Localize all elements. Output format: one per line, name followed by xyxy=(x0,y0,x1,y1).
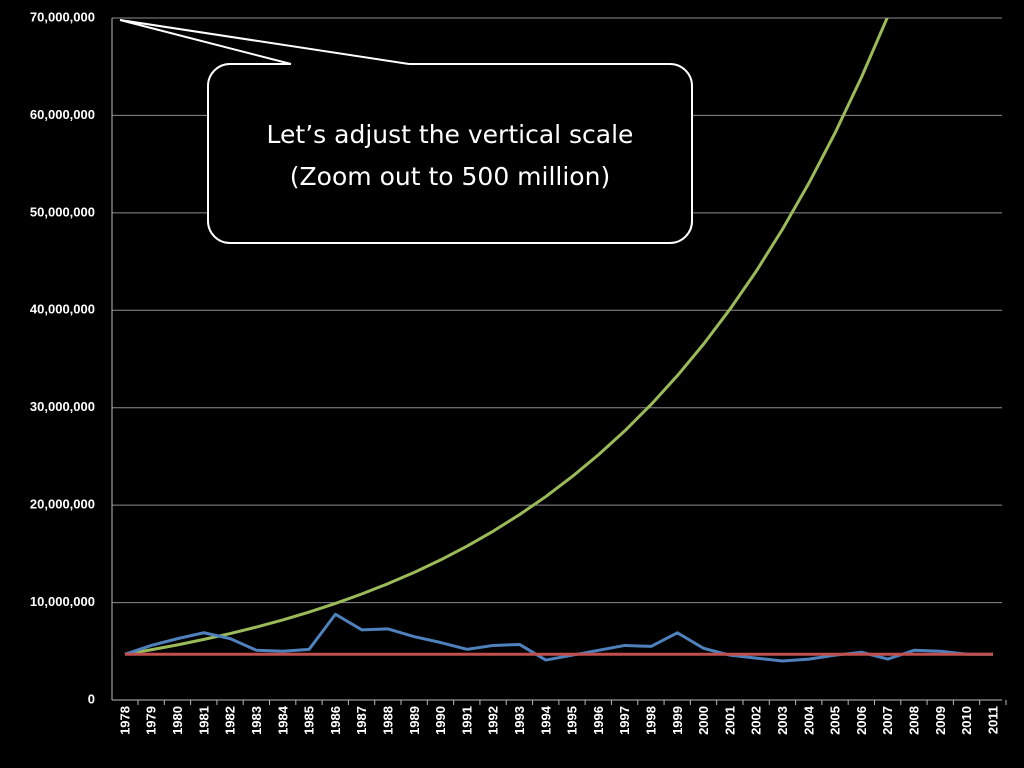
x-tick-label: 2007 xyxy=(880,706,895,735)
x-tick-label: 2004 xyxy=(801,705,816,735)
x-tick-label: 1986 xyxy=(328,706,343,735)
x-tick-label: 1991 xyxy=(459,706,474,735)
x-tick-label: 1988 xyxy=(380,706,395,735)
x-tick-label: 1990 xyxy=(433,706,448,735)
y-tick-label: 10,000,000 xyxy=(30,594,95,609)
x-tick-label: 1997 xyxy=(617,706,632,735)
x-tick-label: 1994 xyxy=(538,705,553,735)
x-tick-label: 1996 xyxy=(591,706,606,735)
x-tick-label: 2011 xyxy=(985,706,1000,734)
callout-box xyxy=(207,63,693,244)
x-tick-label: 2000 xyxy=(696,706,711,735)
callout: Let’s adjust the vertical scale (Zoom ou… xyxy=(119,19,693,244)
y-tick-label: 0 xyxy=(88,691,95,706)
x-tick-label: 1981 xyxy=(196,706,211,735)
x-tick-label: 1978 xyxy=(117,706,132,735)
x-tick-label: 1987 xyxy=(354,706,369,735)
x-tick-label: 1995 xyxy=(565,706,580,735)
x-tick-label: 1983 xyxy=(249,706,264,735)
x-tick-label: 2006 xyxy=(854,706,869,735)
x-tick-label: 1984 xyxy=(275,705,290,735)
x-tick-label: 2010 xyxy=(959,706,974,735)
x-tick-label: 1982 xyxy=(223,706,238,735)
x-tick-label: 1989 xyxy=(407,706,422,735)
x-tick-label: 2003 xyxy=(775,706,790,735)
x-tick-label: 1992 xyxy=(486,706,501,735)
y-tick-label: 60,000,000 xyxy=(30,107,95,122)
x-tick-label: 2008 xyxy=(907,706,922,735)
x-tick-label: 2002 xyxy=(749,706,764,735)
x-tick-label: 1998 xyxy=(643,706,658,735)
x-tick-label: 1993 xyxy=(512,706,527,735)
x-tick-label: 2001 xyxy=(722,706,737,735)
x-tick-label: 2009 xyxy=(933,706,948,735)
x-tick-label: 2005 xyxy=(828,706,843,735)
x-tick-label: 1979 xyxy=(144,706,159,735)
annotation: (Zoom out to 500 million) xyxy=(290,162,610,191)
y-tick-label: 70,000,000 xyxy=(30,9,95,24)
x-tick-label: 1980 xyxy=(170,706,185,735)
y-tick-label: 40,000,000 xyxy=(30,302,95,317)
callout-pointer xyxy=(119,19,410,65)
y-tick-label: 50,000,000 xyxy=(30,204,95,219)
x-tick-label: 1999 xyxy=(670,706,685,735)
x-tick-label: 1985 xyxy=(302,706,317,735)
series-line xyxy=(124,18,889,656)
y-tick-label: 20,000,000 xyxy=(30,497,95,512)
annotation: Let’s adjust the vertical scale xyxy=(267,120,634,149)
plot-lines xyxy=(124,18,993,663)
y-tick-label: 30,000,000 xyxy=(30,399,95,414)
